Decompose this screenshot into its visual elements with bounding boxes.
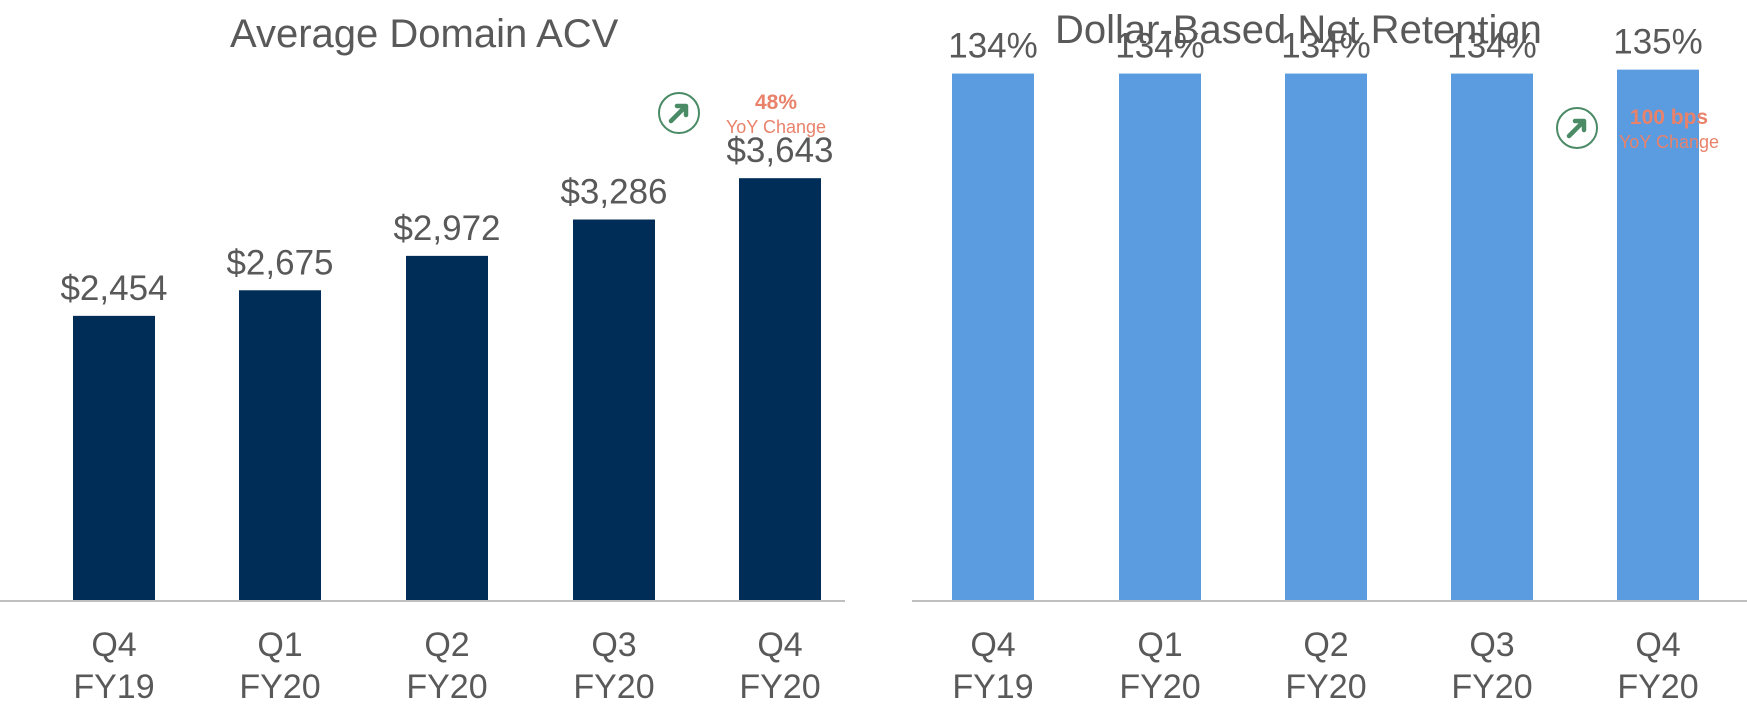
yoy-label-acv: YoY Change	[725, 117, 827, 137]
data-label-acv: $3,286	[560, 173, 667, 212]
x-tick-label-retention: FY20	[1451, 668, 1532, 704]
yoy-value-acv: 48%	[754, 91, 798, 114]
x-tick-label-acv: FY20	[406, 668, 487, 704]
bar-acv	[406, 255, 488, 600]
x-tick-label-acv: Q4	[757, 626, 802, 664]
yoy-label-retention: YoY Change	[1618, 132, 1720, 152]
x-tick-label-retention: Q4	[1635, 626, 1680, 664]
x-tick-label-retention: Q3	[1469, 626, 1514, 664]
bar-retention	[1451, 73, 1533, 601]
x-tick-label-retention: Q4	[970, 626, 1015, 664]
bar-retention	[1285, 73, 1367, 601]
data-label-retention: 134%	[1447, 27, 1537, 66]
chart-title-acv: Average Domain ACV	[230, 12, 619, 56]
data-label-acv: $3,643	[726, 131, 833, 170]
chart-title-retention: Dollar-Based Net Retention	[1055, 8, 1542, 52]
x-tick-label-retention: FY19	[952, 668, 1033, 704]
x-tick-label-acv: Q3	[591, 626, 636, 664]
x-tick-label-retention: Q2	[1303, 626, 1348, 664]
data-label-retention: 135%	[1613, 23, 1703, 62]
data-label-acv: $2,972	[393, 209, 500, 248]
x-tick-label-retention: FY20	[1285, 668, 1366, 704]
data-label-retention: 134%	[1281, 27, 1371, 66]
bar-acv	[739, 178, 821, 600]
x-tick-label-acv: Q1	[257, 626, 302, 664]
x-tick-label-acv: Q2	[424, 626, 469, 664]
bar-retention	[952, 73, 1034, 601]
x-tick-label-acv: FY20	[573, 668, 654, 704]
arrow-up-right-icon	[658, 92, 700, 134]
bar-retention	[1617, 69, 1699, 600]
arrow-up-right-icon	[1556, 107, 1598, 149]
data-label-acv: $2,675	[226, 243, 333, 282]
data-label-retention: 134%	[1115, 27, 1205, 66]
yoy-value-retention: 100 bps	[1629, 106, 1709, 129]
bar-retention	[1119, 73, 1201, 601]
x-tick-label-acv: FY20	[739, 668, 820, 704]
x-tick-label-acv: Q4	[91, 626, 136, 664]
x-tick-label-retention: FY20	[1119, 668, 1200, 704]
bar-acv	[239, 290, 321, 600]
x-tick-label-acv: FY20	[239, 668, 320, 704]
bar-acv	[573, 219, 655, 600]
x-tick-label-retention: Q1	[1137, 626, 1182, 664]
data-label-acv: $2,454	[60, 269, 167, 308]
data-label-retention: 134%	[948, 27, 1038, 66]
x-tick-label-acv: FY19	[73, 668, 154, 704]
x-tick-label-retention: FY20	[1617, 668, 1698, 704]
bar-acv	[73, 315, 155, 600]
